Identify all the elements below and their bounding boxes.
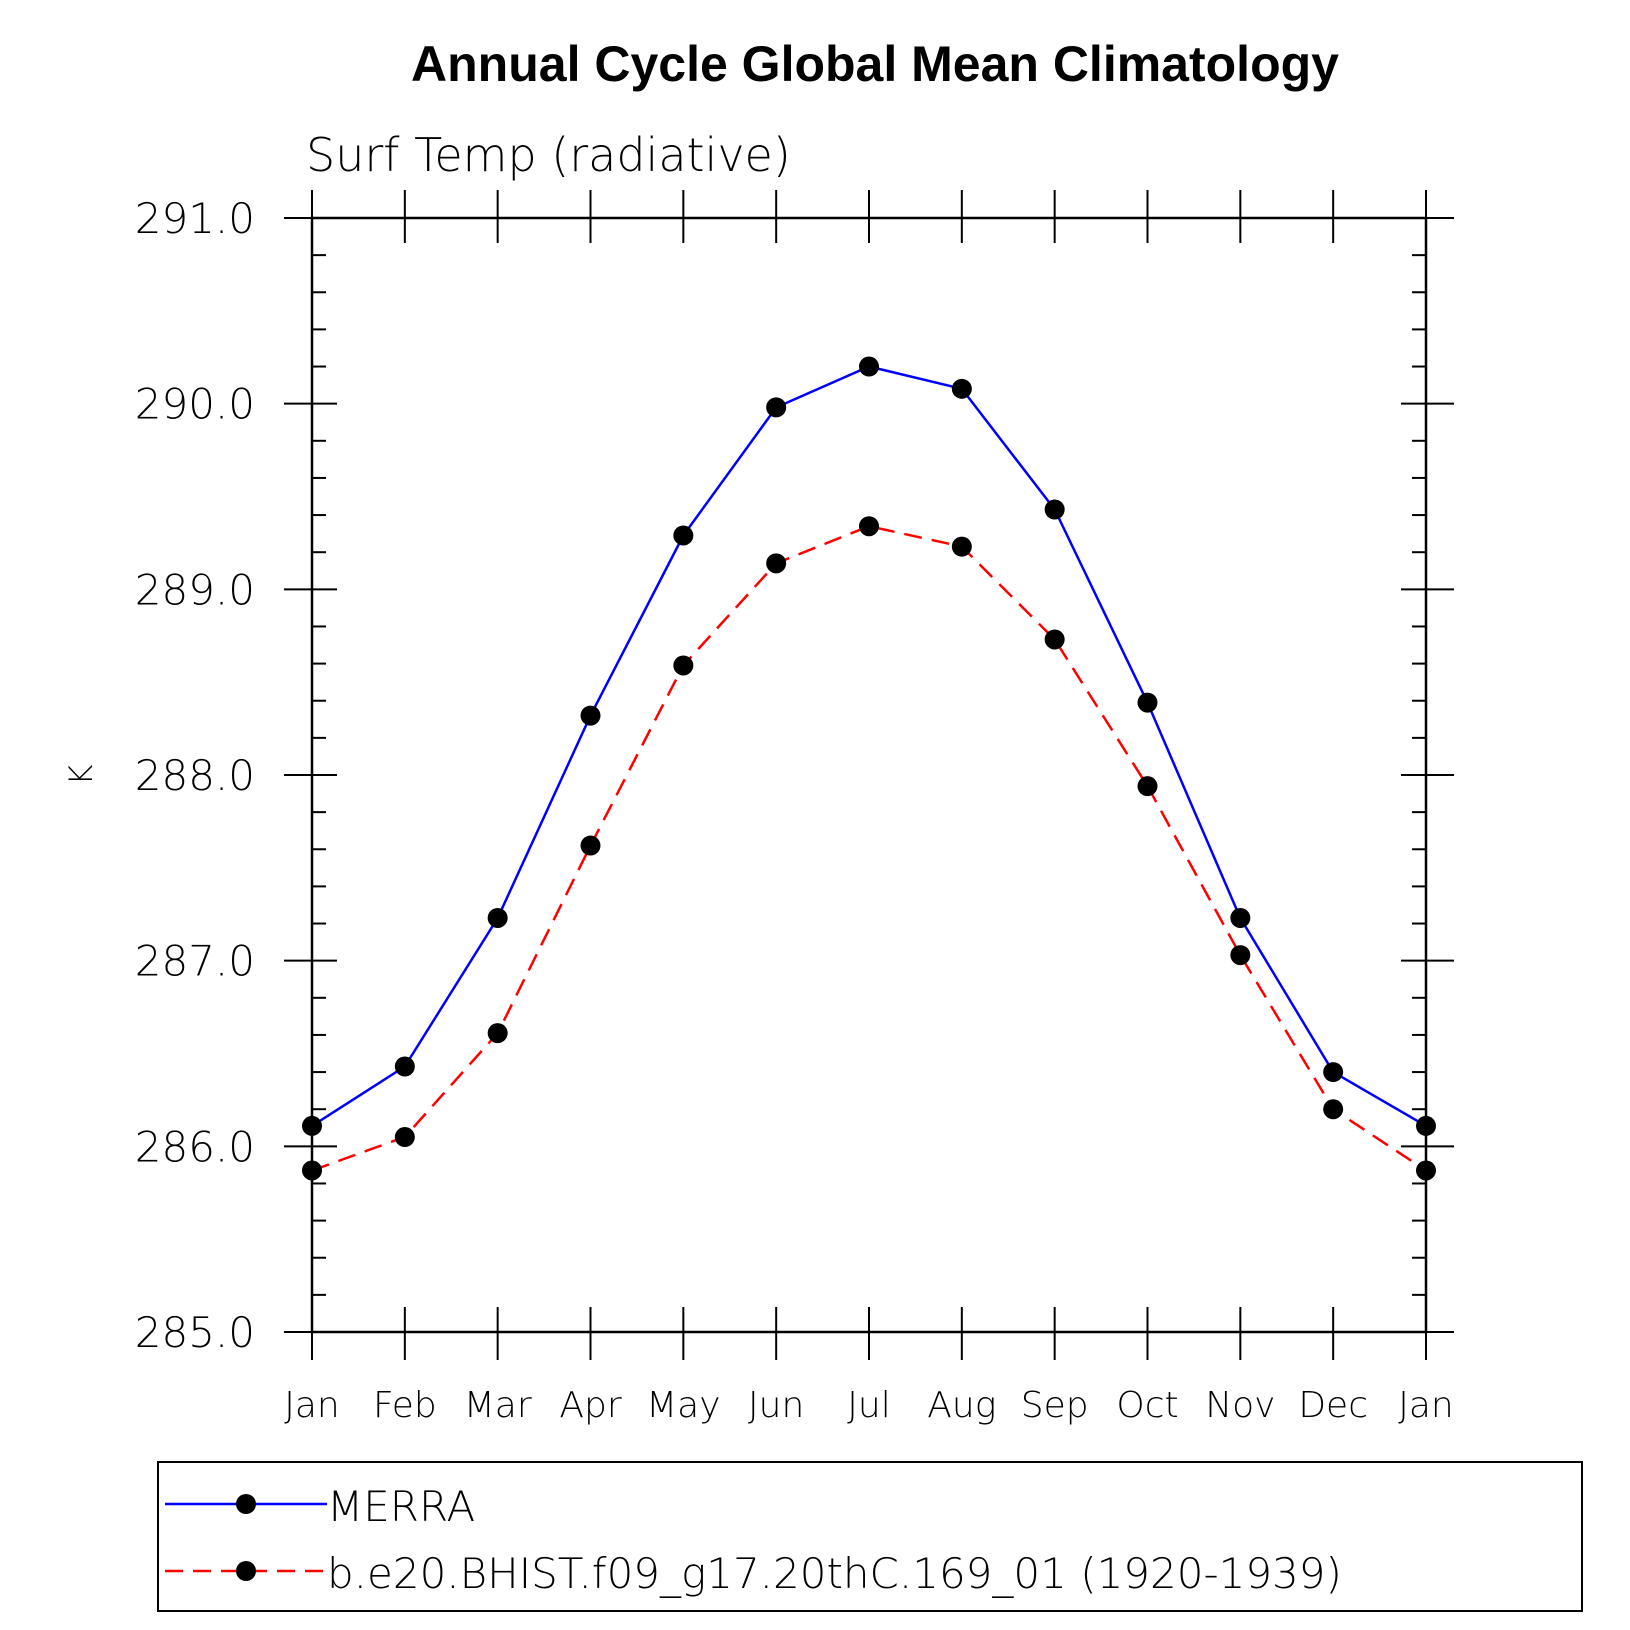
x-tick-label: Jan <box>1398 1385 1454 1426</box>
y-tick-labels: 285.0 286.0 287.0 288.0 289.0 290.0 291.0 <box>135 194 255 1357</box>
data-point-series-0 <box>394 1056 415 1077</box>
x-tick-label: Nov <box>1205 1385 1275 1426</box>
series-lines <box>311 365 1427 1172</box>
legend-marker-merra <box>236 1494 256 1514</box>
data-point-series-1 <box>394 1127 415 1148</box>
y-tick-label: 287.0 <box>135 937 255 986</box>
data-point-series-1 <box>673 655 694 676</box>
data-point-series-1 <box>1323 1099 1344 1120</box>
legend-label-merra: MERRA <box>327 1482 475 1531</box>
axis-ticks <box>284 190 1454 1360</box>
x-tick-label: Jun <box>748 1385 804 1426</box>
series-line-1 <box>311 524 1427 1172</box>
x-tick-label: Mar <box>464 1385 532 1426</box>
data-point-series-0 <box>951 378 972 399</box>
data-point-series-0 <box>859 356 879 377</box>
plot-frame <box>310 216 1428 1334</box>
y-tick-label: 289.0 <box>135 565 255 614</box>
x-tick-label: Jan <box>284 1385 340 1426</box>
data-point-series-1 <box>487 1023 508 1044</box>
chart-title: Annual Cycle Global Mean Climatology <box>411 36 1339 92</box>
y-tick-label: 288.0 <box>135 751 255 800</box>
x-tick-label: Oct <box>1116 1385 1178 1426</box>
y-tick-label: 291.0 <box>135 194 255 243</box>
data-point-series-1 <box>1230 945 1251 966</box>
x-tick-label: Jul <box>847 1385 890 1426</box>
series-line-0 <box>311 365 1427 1127</box>
x-tick-label: Sep <box>1021 1385 1089 1426</box>
y-tick-label: 285.0 <box>135 1308 255 1357</box>
y-tick-label: 290.0 <box>135 380 255 429</box>
series-points <box>302 356 1436 1181</box>
x-tick-label: Apr <box>559 1385 621 1426</box>
data-point-series-0 <box>580 705 601 726</box>
x-tick-label: Dec <box>1298 1385 1368 1426</box>
data-point-series-1 <box>1044 629 1065 650</box>
data-point-series-1 <box>951 536 972 557</box>
legend-box <box>157 1461 1583 1612</box>
data-point-series-1 <box>766 553 787 574</box>
chart-subtitle: Surf Temp (radiative) <box>306 128 791 182</box>
data-point-series-0 <box>487 907 508 928</box>
data-point-series-1 <box>1137 776 1158 797</box>
legend-label-model: b.e20.BHIST.f09_g17.20thC.169_01 (1920-1… <box>327 1549 1342 1598</box>
x-tick-label: Feb <box>373 1385 437 1426</box>
x-tick-labels: Jan Feb Mar Apr May Jun Jul Aug Sep Oct Nov Dec Jan <box>284 1385 1454 1426</box>
data-point-series-1 <box>580 835 601 856</box>
y-tick-label: 286.0 <box>135 1122 255 1171</box>
data-point-series-0 <box>673 525 694 546</box>
data-point-series-0 <box>766 397 787 418</box>
data-point-series-0 <box>1137 692 1158 713</box>
legend: MERRA b.e20.BHIST.f09_g17.20thC.169_01 (… <box>157 1461 1583 1612</box>
data-point-series-0 <box>1230 907 1251 928</box>
x-tick-label: May <box>646 1385 720 1426</box>
data-point-series-1 <box>859 516 879 537</box>
x-tick-label: Aug <box>927 1385 996 1426</box>
y-axis-label: K <box>62 764 100 785</box>
legend-marker-model <box>236 1561 256 1581</box>
data-point-series-0 <box>1044 499 1065 520</box>
data-point-series-0 <box>1323 1062 1344 1083</box>
